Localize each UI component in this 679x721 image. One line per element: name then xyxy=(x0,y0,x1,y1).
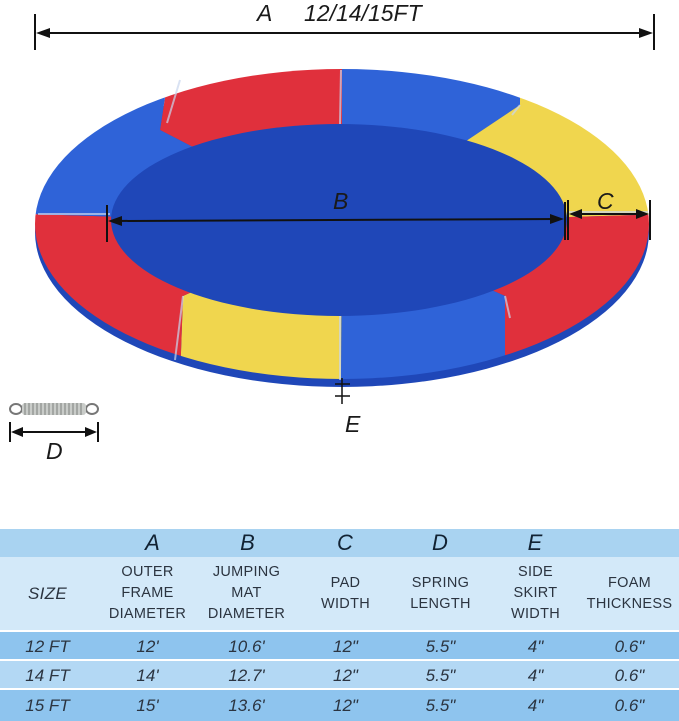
segment-yellow-right xyxy=(342,69,649,224)
dimension-e-arrow xyxy=(335,378,350,404)
cell-pad-width: 12" xyxy=(333,636,358,656)
header-foam-thickness: FOAM THICKNESS xyxy=(580,557,679,630)
header-line: SIDE xyxy=(517,564,554,580)
header-line: JUMPING xyxy=(212,564,281,580)
segment-blue-top xyxy=(342,69,520,224)
table-row: 15 FT 15' 13.6' 12" 5.5" 4" 0.6" xyxy=(0,688,679,721)
header-outer-frame-diameter: OUTER FRAME DIAMETER xyxy=(100,557,195,630)
header-jumping-mat-diameter: JUMPING MAT DIAMETER xyxy=(198,557,295,630)
label-a-sizes: 12/14/15FT xyxy=(304,0,422,26)
cell-foam-thickness: 0.6" xyxy=(614,665,645,685)
header-line: FRAME xyxy=(121,585,174,601)
label-a: A xyxy=(257,0,273,26)
cell-outer-frame: 14' xyxy=(136,665,159,685)
cell-side-skirt: 4" xyxy=(527,636,544,656)
dimension-a-arrow xyxy=(34,14,655,50)
table-header-row: SIZE OUTER FRAME DIAMETER JUMPING MAT DIAMET… xyxy=(0,557,679,630)
header-line: SKIRT xyxy=(513,585,558,601)
segment-blue-bottom-right xyxy=(340,224,505,379)
header-line: WIDTH xyxy=(320,595,370,612)
header-line: MAT xyxy=(231,585,262,601)
label-d: D xyxy=(46,438,63,464)
cell-spring-length: 5.5" xyxy=(425,665,456,685)
header-size: SIZE xyxy=(28,584,67,603)
cell-jumping-mat: 10.6' xyxy=(228,636,265,656)
header-pad-width: PAD WIDTH xyxy=(298,557,393,630)
cell-outer-frame: 12' xyxy=(136,636,159,656)
cell-side-skirt: 4" xyxy=(527,695,544,715)
letter-d: D xyxy=(432,530,448,555)
cell-pad-width: 12" xyxy=(333,665,358,685)
label-e: E xyxy=(345,411,361,437)
pad-seams xyxy=(38,69,648,380)
cell-size: 15 FT xyxy=(25,695,70,715)
header-line: DIAMETER xyxy=(108,606,187,622)
header-line: OUTER xyxy=(121,564,174,580)
dimension-d-arrow xyxy=(9,422,99,442)
letter-b: B xyxy=(240,530,255,555)
letter-e: E xyxy=(527,530,543,555)
letter-c: C xyxy=(337,530,353,555)
cell-foam-thickness: 0.6" xyxy=(614,695,645,715)
cell-foam-thickness: 0.6" xyxy=(614,636,645,656)
cell-outer-frame: 15' xyxy=(136,695,159,715)
cell-size: 14 FT xyxy=(25,665,70,685)
table-row: 12 FT 12' 10.6' 12" 5.5" 4" 0.6" xyxy=(0,630,679,661)
segment-yellow-bottom xyxy=(175,224,342,379)
spring-icon xyxy=(9,403,99,415)
header-line: SPRING xyxy=(411,574,470,591)
header-line: THICKNESS xyxy=(586,595,673,612)
trampoline-pad-diagram xyxy=(9,14,655,442)
header-line: LENGTH xyxy=(410,595,471,612)
cell-spring-length: 5.5" xyxy=(425,636,456,656)
dimension-b-arrow xyxy=(106,202,566,242)
header-line: FOAM xyxy=(607,574,652,591)
size-table: A B C D E SIZE OUTER FRAME DIAMETER JUMPIN… xyxy=(0,529,679,721)
pad-ring xyxy=(35,69,649,379)
header-line: WIDTH xyxy=(510,606,560,622)
header-spring-length: SPRING LENGTH xyxy=(393,557,488,630)
header-line: PAD xyxy=(330,574,361,591)
dimension-c-arrow xyxy=(567,200,651,240)
header-side-skirt-width: SIDE SKIRT WIDTH xyxy=(488,557,583,630)
segment-red-top xyxy=(160,69,342,224)
table-letter-row: A B C D E xyxy=(0,529,679,557)
cell-side-skirt: 4" xyxy=(527,665,544,685)
cell-spring-length: 5.5" xyxy=(425,695,456,715)
header-line: DIAMETER xyxy=(207,606,286,622)
cell-pad-width: 12" xyxy=(333,695,358,715)
cell-size: 12 FT xyxy=(25,636,70,656)
cell-jumping-mat: 13.6' xyxy=(228,695,265,715)
letter-a: A xyxy=(145,530,160,555)
cell-jumping-mat: 12.7' xyxy=(228,665,265,685)
segment-blue-left xyxy=(35,69,342,224)
label-b: B xyxy=(333,188,349,214)
label-c: C xyxy=(597,188,614,214)
table-row: 14 FT 14' 12.7' 12" 5.5" 4" 0.6" xyxy=(0,659,679,690)
